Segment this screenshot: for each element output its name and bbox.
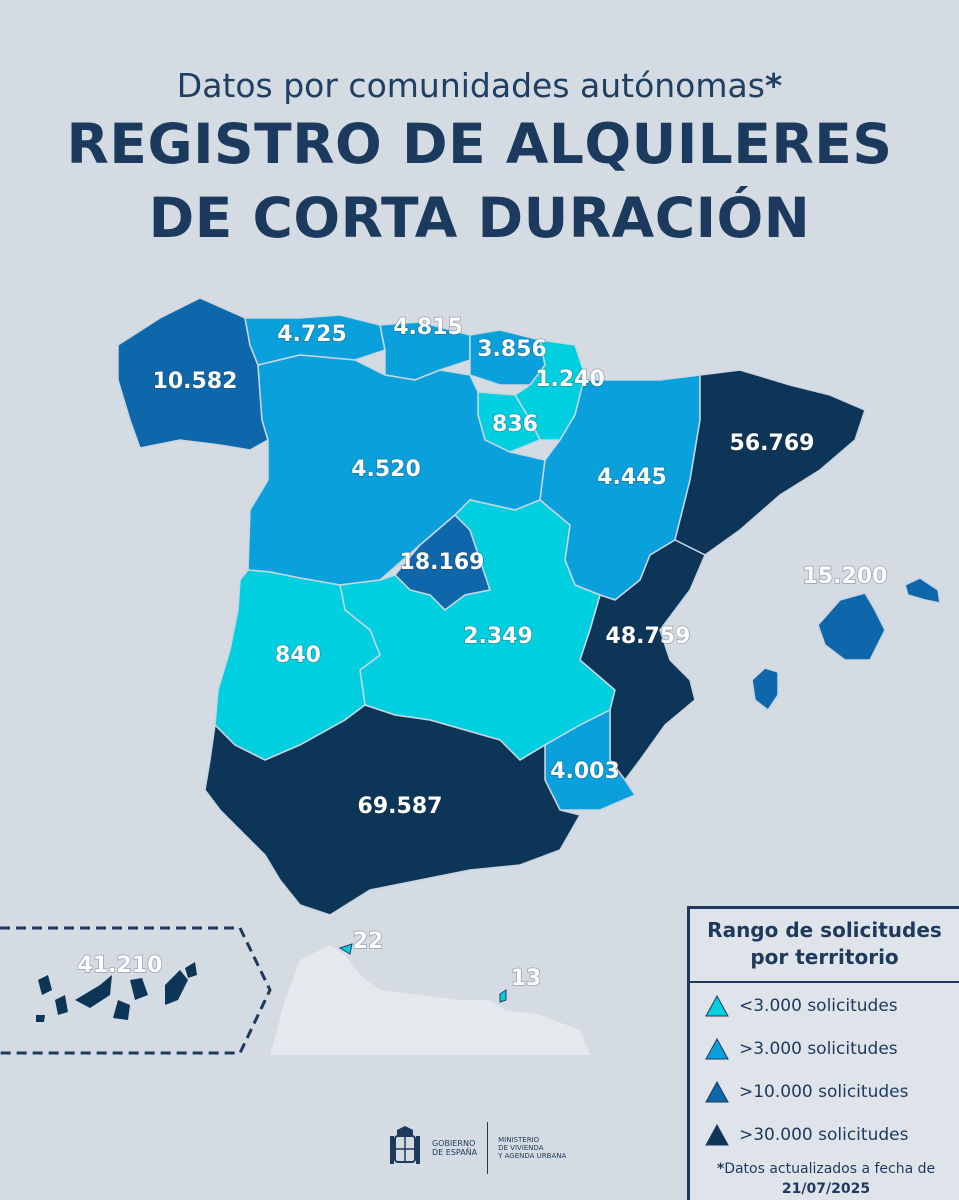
region-canarias-6[interactable] <box>165 970 188 1005</box>
region-baleares-ibiza[interactable] <box>751 667 779 712</box>
label-castilla-mancha: 2.349 <box>463 624 533 649</box>
legend-divider <box>690 981 959 983</box>
label-andalucia: 69.587 <box>358 794 443 819</box>
north-africa-coast <box>270 945 590 1055</box>
region-murcia[interactable] <box>544 708 637 811</box>
label-melilla: 13 <box>511 966 542 991</box>
label-ceuta: 22 <box>353 929 384 954</box>
region-melilla[interactable] <box>499 989 507 1003</box>
legend: Rango de solicitudes por territorio <3.0… <box>687 906 959 1200</box>
label-baleares: 15.200 <box>803 564 888 589</box>
region-canarias-4[interactable] <box>130 978 148 1000</box>
triangle-icon <box>705 1038 729 1060</box>
label-pais-vasco: 3.856 <box>477 337 547 362</box>
map-title-line2: DE CORTA DURACIÓN <box>148 186 811 250</box>
region-andalucia[interactable] <box>204 704 582 916</box>
region-canarias-7[interactable] <box>185 962 197 978</box>
label-murcia: 4.003 <box>550 759 620 784</box>
region-asturias[interactable] <box>244 314 386 366</box>
map-title-line1: REGISTRO DE ALQUILERES <box>66 112 893 176</box>
triangle-icon <box>705 995 729 1017</box>
label-aragon: 4.445 <box>597 465 667 490</box>
legend-item-range2: >3.000 solicitudes <box>705 1034 898 1064</box>
legend-item-range1: <3.000 solicitudes <box>705 991 898 1021</box>
region-canarias-1[interactable] <box>38 975 52 995</box>
triangle-icon <box>705 1081 729 1103</box>
label-asturias: 4.725 <box>277 322 347 347</box>
region-canarias-5[interactable] <box>113 1000 130 1020</box>
label-navarra: 1.240 <box>535 367 605 392</box>
legend-item-range4: >30.000 solicitudes <box>705 1120 908 1150</box>
region-canarias-2[interactable] <box>55 995 68 1015</box>
region-baleares[interactable] <box>817 592 886 661</box>
region-canarias-3[interactable] <box>75 975 112 1008</box>
label-valencia: 48.759 <box>606 624 691 649</box>
coat-of-arms-icon <box>390 1126 420 1164</box>
footer-separator <box>487 1122 489 1174</box>
label-cataluna: 56.769 <box>730 431 815 456</box>
canarias-inset-border <box>0 926 272 1055</box>
label-castilla-leon: 4.520 <box>351 457 421 482</box>
label-galicia: 10.582 <box>153 369 238 394</box>
ministerio-label: MINISTERIO DE VIVIENDA Y AGENDA URBANA <box>498 1136 567 1160</box>
region-baleares-menorca[interactable] <box>904 577 941 604</box>
region-cataluna[interactable] <box>674 369 866 556</box>
map-subtitle: Datos por comunidades autónomas* <box>176 66 783 105</box>
footer-logos: GOBIERNO DE ESPAÑA MINISTERIO DE VIVIEND… <box>388 1122 566 1174</box>
legend-item-range3: >10.000 solicitudes <box>705 1077 908 1107</box>
region-canarias-8[interactable] <box>36 1015 45 1022</box>
data-update-note: *Datos actualizados a fecha de 21/07/202… <box>716 1161 936 1197</box>
triangle-icon <box>705 1124 729 1146</box>
label-extremadura: 840 <box>275 643 321 668</box>
gobierno-label: GOBIERNO DE ESPAÑA <box>432 1139 478 1157</box>
label-canarias: 41.210 <box>78 953 163 978</box>
label-madrid: 18.169 <box>400 550 485 575</box>
label-cantabria: 4.815 <box>393 315 463 340</box>
label-la-rioja: 836 <box>492 412 538 437</box>
region-ceuta[interactable] <box>338 943 353 955</box>
legend-title: Rango de solicitudes por territorio <box>707 918 942 969</box>
